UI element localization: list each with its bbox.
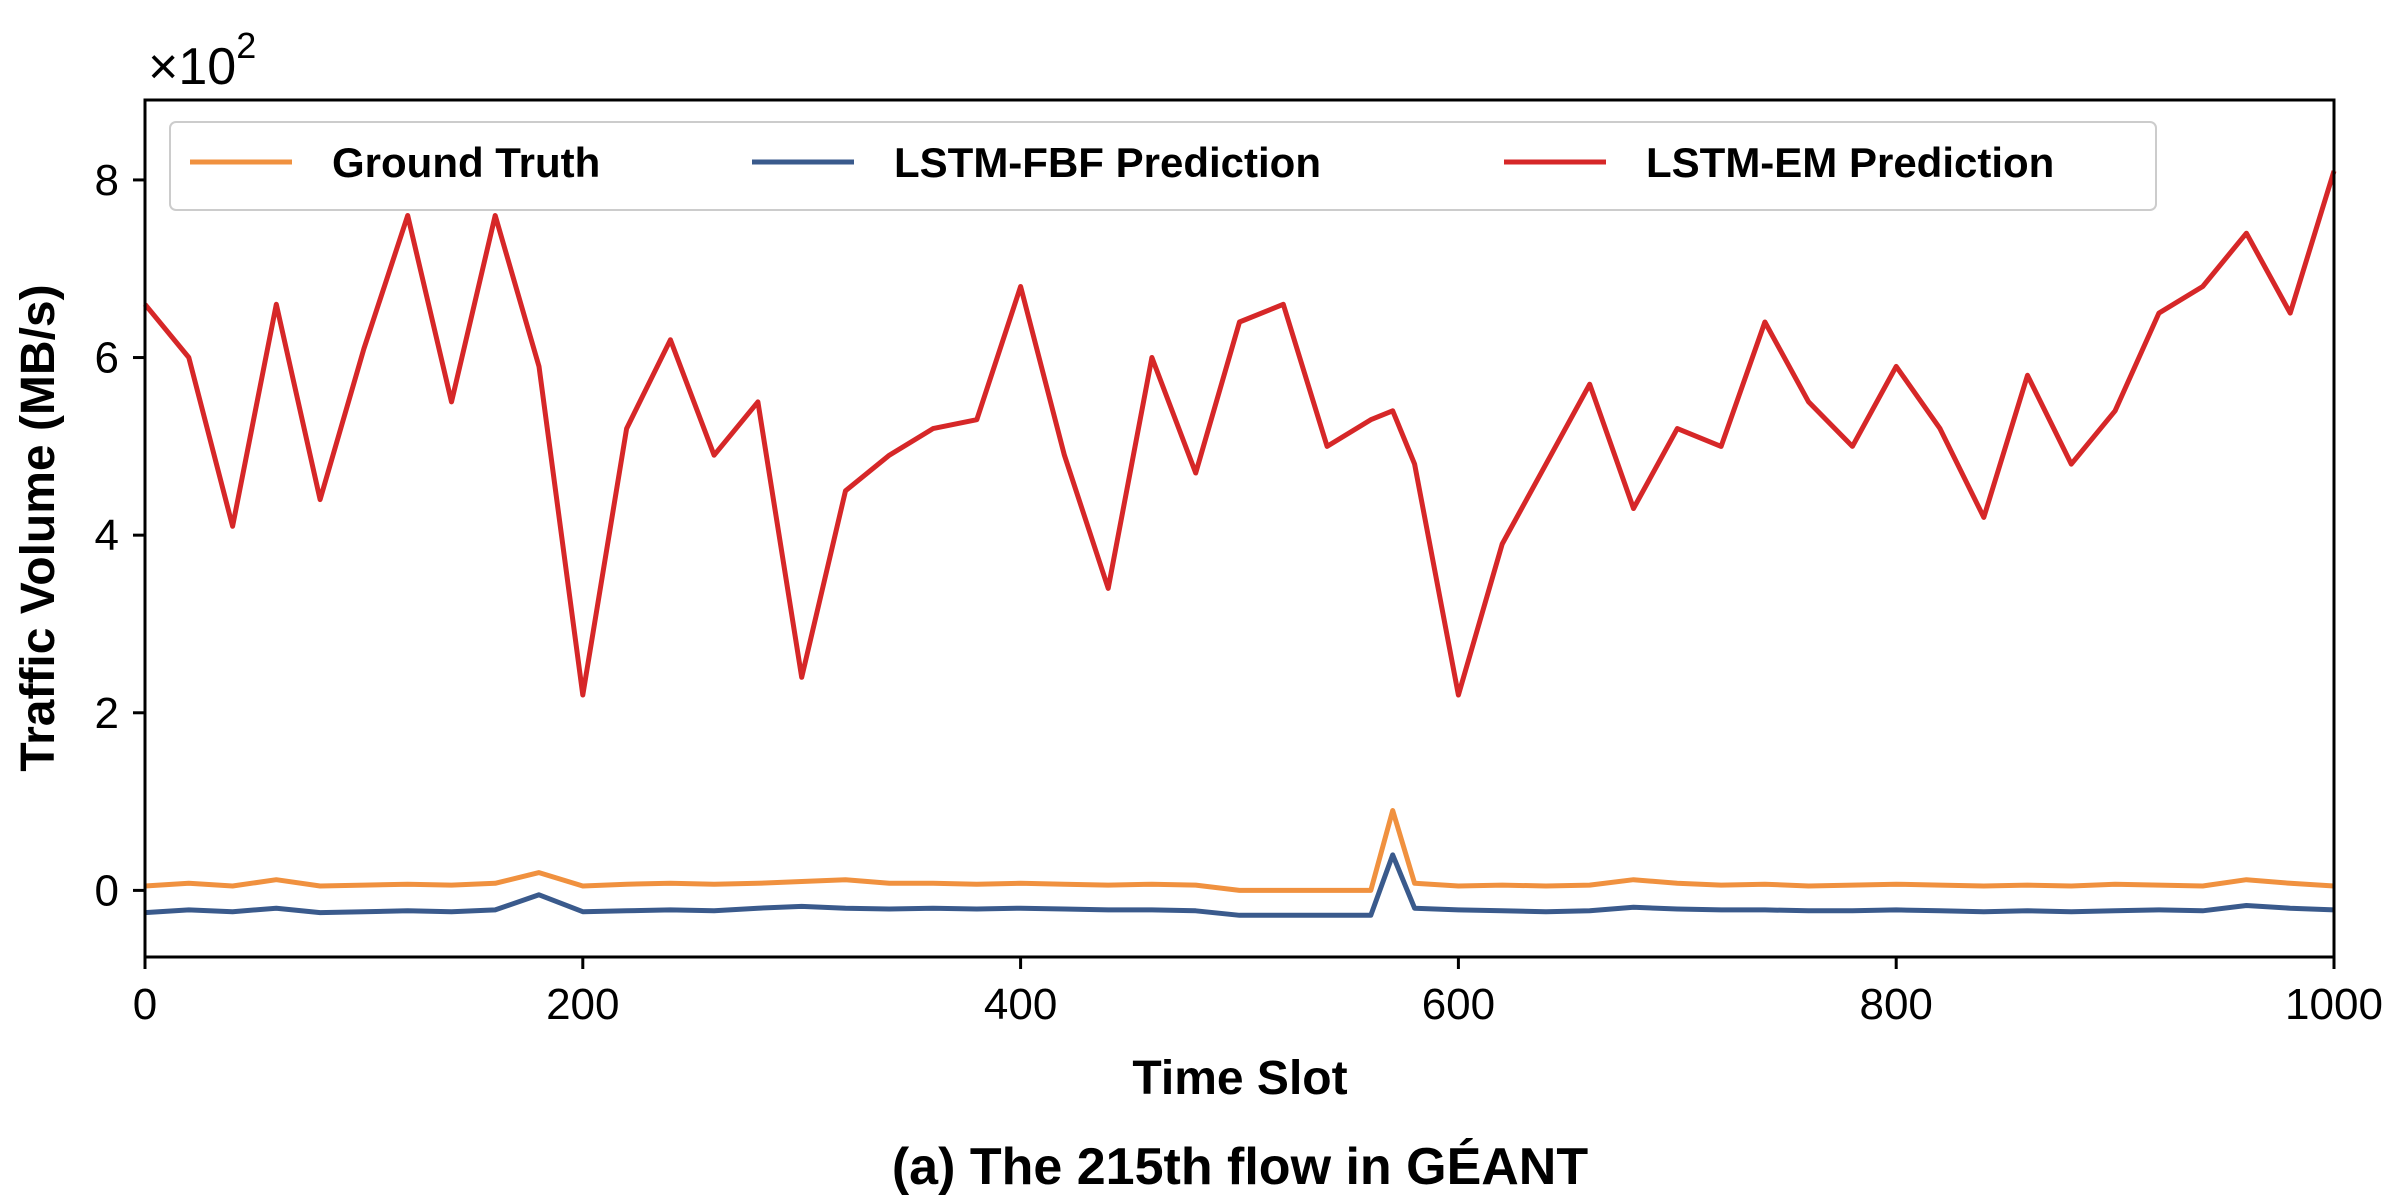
y-scale-prefix: ×10 [148, 38, 236, 96]
x-tick-label: 400 [984, 980, 1057, 1029]
y-tick-label: 6 [95, 334, 119, 383]
series-line-0 [144, 808, 2335, 893]
x-tick-label: 800 [1859, 980, 1932, 1029]
figure-caption: (a) The 215th flow in GÉANT [892, 1138, 1588, 1196]
legend: Ground Truth LSTM-FBF Prediction LSTM-EM… [169, 121, 2157, 211]
series-line-1 [144, 852, 2335, 918]
legend-label-ground-truth: Ground Truth [332, 139, 600, 186]
series-line-2 [143, 170, 2337, 698]
x-tick-label: 600 [1422, 980, 1495, 1029]
y-tick-label: 8 [95, 156, 119, 205]
x-tick-label: 0 [133, 980, 157, 1029]
y-tick-label: 2 [95, 689, 119, 738]
plot-frame [143, 98, 2336, 959]
legend-label-lstm-fbf: LSTM-FBF Prediction [894, 139, 1321, 186]
x-axis-label: Time Slot [1132, 1052, 1347, 1105]
plot-marks [143, 170, 2337, 918]
x-tick-label: 200 [546, 980, 619, 1029]
legend-box [169, 121, 2157, 211]
y-axis-label: Traffic Volume (MB/s) [12, 284, 65, 771]
y-scale-label: ×102 [148, 25, 256, 96]
legend-label-lstm-em: LSTM-EM Prediction [1646, 139, 2054, 186]
y-tick-label: 0 [95, 866, 119, 915]
y-scale-exponent: 2 [236, 25, 256, 66]
y-tick-label: 4 [95, 511, 119, 560]
axis-ticks: 0 200 400 600 800 1000 0 2 4 6 8 [95, 156, 2383, 1029]
x-tick-label: 1000 [2285, 980, 2383, 1029]
